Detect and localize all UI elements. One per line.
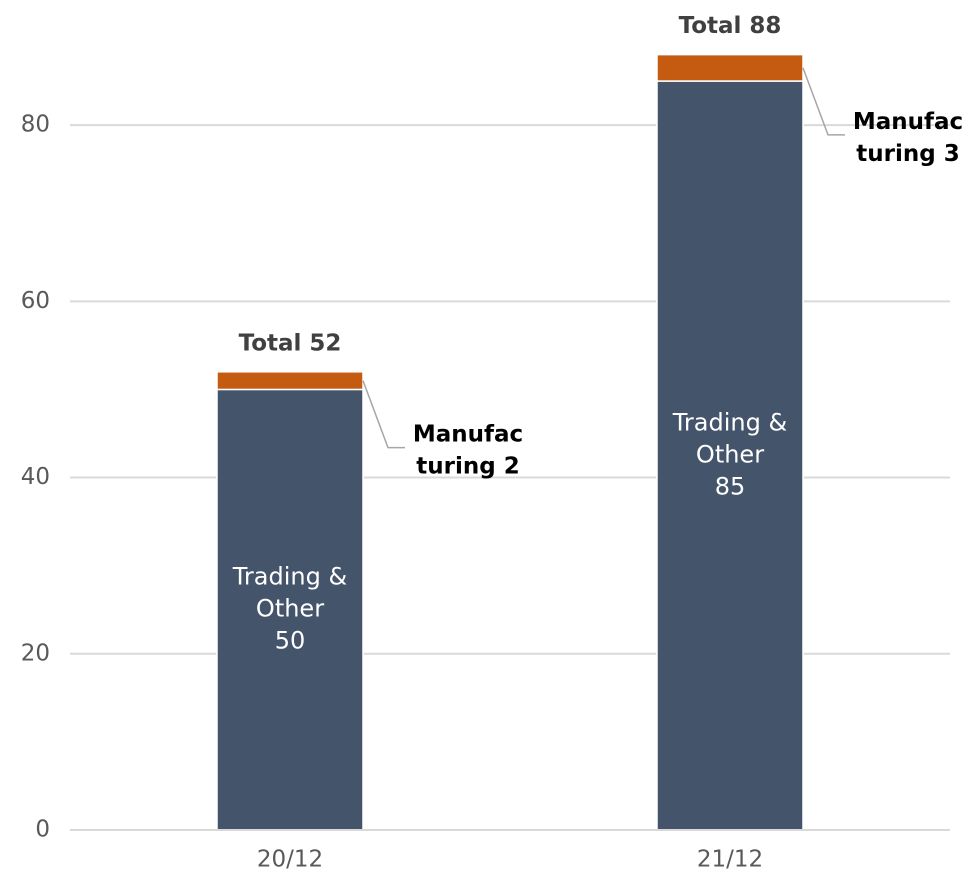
bar-segment <box>656 53 804 82</box>
total-label: Total 88 <box>679 13 782 39</box>
data-label: Trading & Other 50 <box>232 563 347 655</box>
data-label-line: turing 2 <box>416 453 519 479</box>
x-tick-label: 20/12 <box>257 847 323 870</box>
data-label-line: Other <box>696 441 764 469</box>
x-tick-label: 21/12 <box>697 847 763 870</box>
data-label: Trading & Other 85 <box>672 409 787 501</box>
data-label-line: Trading & <box>672 409 787 437</box>
data-label: Manufac turing 2 <box>413 421 523 479</box>
y-tick-label: 40 <box>21 464 50 490</box>
y-tick-label: 80 <box>21 112 50 138</box>
y-tick-label: 20 <box>21 640 50 666</box>
bar-segment <box>216 371 364 391</box>
data-label: Manufac turing 3 <box>853 108 963 166</box>
bar-segment <box>216 388 364 831</box>
data-label-line: Other <box>256 595 324 623</box>
data-label-line: Trading & <box>232 563 347 591</box>
data-label-line: 85 <box>715 473 746 501</box>
data-label-line: Manufac <box>413 421 523 447</box>
y-tick-label: 60 <box>21 288 50 314</box>
total-label: Total 52 <box>239 330 342 356</box>
y-tick-label: 0 <box>35 817 50 843</box>
data-label-line: 50 <box>275 627 306 655</box>
leader-line <box>802 67 845 136</box>
leader-line <box>362 380 405 449</box>
bar-segment <box>656 80 804 831</box>
data-label-line: Manufac <box>853 108 963 134</box>
data-label-line: turing 3 <box>856 140 959 166</box>
